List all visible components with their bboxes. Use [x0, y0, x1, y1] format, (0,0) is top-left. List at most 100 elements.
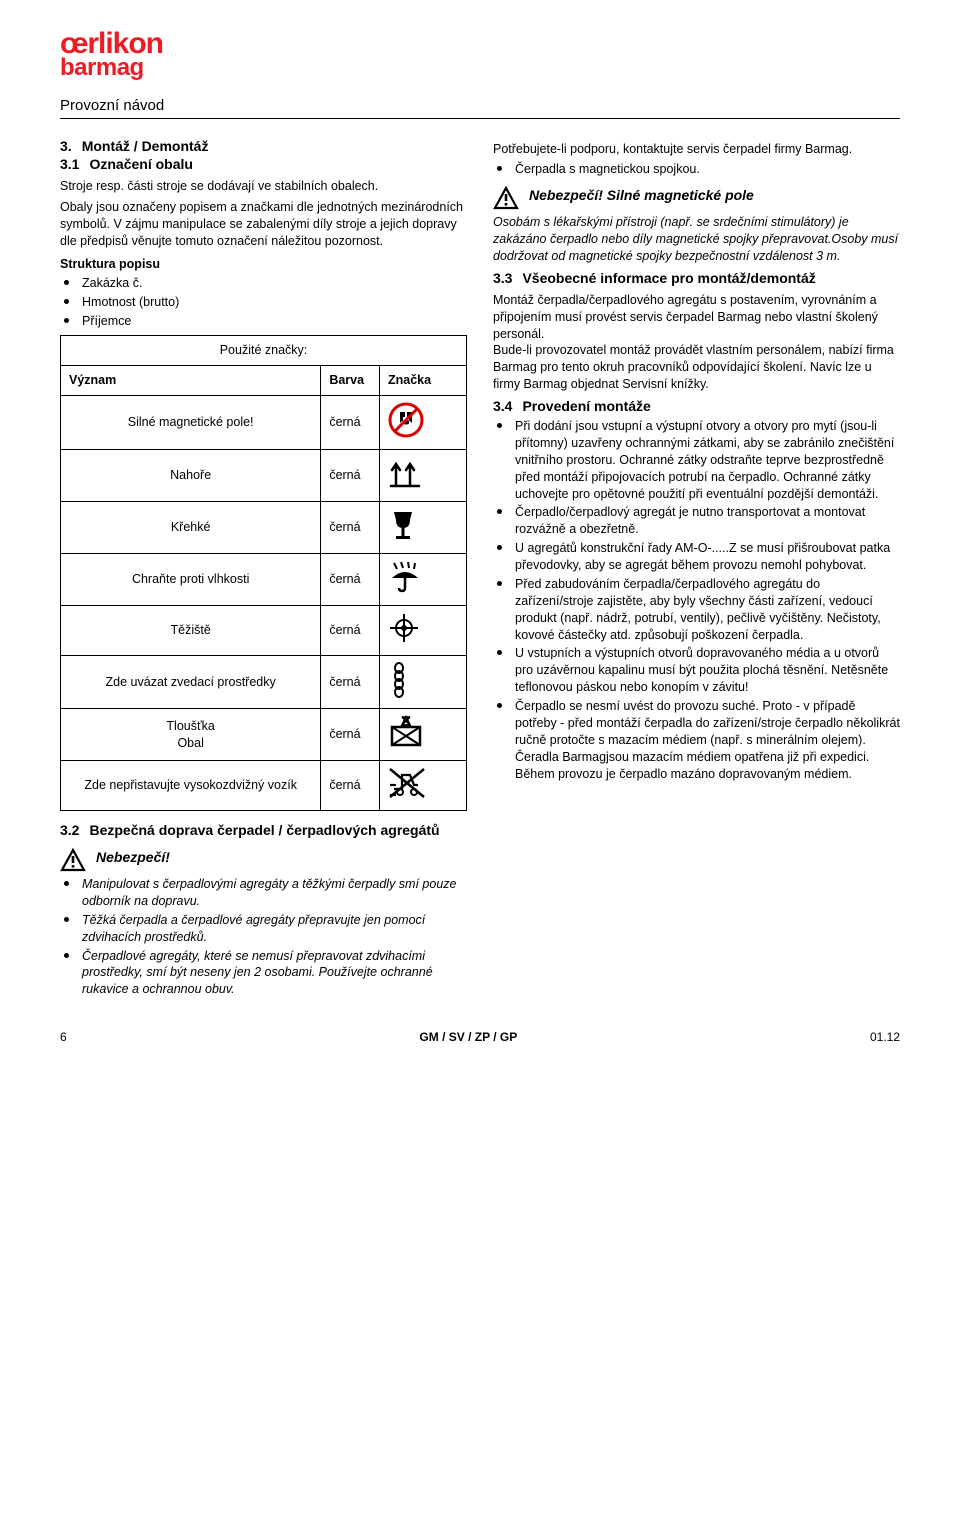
table-row: Zde uvázat zvedací prostředky černá — [61, 655, 467, 709]
cell-meaning: Zde nepřistavujte vysokozdvižný vozík — [61, 761, 321, 811]
danger-row: Nebezpečí! — [60, 848, 467, 872]
section-3-4-title: Provedení montáže — [522, 397, 650, 416]
doc-title: Provozní návod — [60, 97, 900, 114]
cell-icon — [380, 605, 467, 655]
arrows-up-icon — [388, 456, 422, 490]
section-3-2-heading: 3.2 Bezpečná doprava čerpadel / čerpadlo… — [60, 821, 467, 840]
cell-color: černá — [321, 761, 380, 811]
cell-icon — [380, 761, 467, 811]
s3-4-list: Při dodání jsou vstupní a výstupní otvor… — [493, 418, 900, 782]
list-item: Manipulovat s čerpadlovými agregáty a tě… — [60, 876, 467, 910]
fragile-glass-icon — [388, 508, 418, 542]
table-caption: Použité značky: — [61, 336, 467, 366]
table-row: Nahoře černá — [61, 450, 467, 502]
footer-code: GM / SV / ZP / GP — [419, 1030, 517, 1044]
section-3-1-title: Označení obalu — [89, 155, 192, 174]
table-header: Význam — [61, 366, 321, 396]
footer-page: 6 — [60, 1030, 67, 1044]
cell-meaning: Nahoře — [61, 450, 321, 502]
cell-color: černá — [321, 605, 380, 655]
danger2-text: Osobám s lékařskými přístroji (např. se … — [493, 214, 900, 265]
table-row: Těžiště černá — [61, 605, 467, 655]
list-item: Hmotnost (brutto) — [60, 294, 467, 311]
danger-list: Manipulovat s čerpadlovými agregáty a tě… — [60, 876, 467, 998]
cell-meaning: Tloušťka Obal — [61, 709, 321, 761]
cell-icon — [380, 501, 467, 553]
section-3-3-heading: 3.3 Všeobecné informace pro montáž/demon… — [493, 269, 900, 288]
cell-color: černá — [321, 655, 380, 709]
danger2-row: Nebezpečí! Silné magnetické pole — [493, 186, 900, 210]
list-item: Těžká čerpadla a čerpadlové agregáty pře… — [60, 912, 467, 946]
section-3-1-num: 3.1 — [60, 155, 79, 174]
footer: 6 GM / SV / ZP / GP 01.12 — [60, 1030, 900, 1044]
brand-line2: barmag — [60, 57, 900, 79]
section-3-3-title: Všeobecné informace pro montáž/demontáž — [522, 269, 815, 288]
cell-color: černá — [321, 396, 380, 450]
list-item: Čerpadlové agregáty, které se nemusí pře… — [60, 948, 467, 999]
page: œrlikon barmag Provozní návod 3. Montáž … — [0, 0, 960, 1064]
para-1: Stroje resp. části stroje se dodávají ve… — [60, 178, 467, 195]
s3-3-text: Montáž čerpadla/čerpadlového agregátu s … — [493, 292, 900, 393]
magnet-prohibited-icon — [388, 402, 424, 438]
section-3-heading: 3. Montáž / Demontáž — [60, 137, 467, 156]
table-row: Silné magnetické pole! černá — [61, 396, 467, 450]
cell-icon — [380, 655, 467, 709]
chain-sling-icon — [388, 662, 410, 698]
list-item: Příjemce — [60, 313, 467, 330]
list-item: U agregátů konstrukční řady AM-O-.....Z … — [493, 540, 900, 574]
divider — [60, 118, 900, 119]
cell-color: černá — [321, 450, 380, 502]
cell-color: černá — [321, 501, 380, 553]
cell-meaning: Křehké — [61, 501, 321, 553]
brand-logo: œrlikon barmag — [60, 30, 900, 79]
list-item: Zakázka č. — [60, 275, 467, 292]
table-header: Značka — [380, 366, 467, 396]
crate-no-hook-icon — [388, 715, 424, 749]
content-columns: 3. Montáž / Demontáž 3.1 Označení obalu … — [60, 137, 900, 1003]
column-right: Potřebujete-li podporu, kontaktujte serv… — [493, 137, 900, 1003]
cell-icon — [380, 709, 467, 761]
center-of-gravity-icon — [388, 612, 420, 644]
no-forklift-icon — [388, 767, 426, 799]
list-item: Čerpadlo se nesmí uvést do provozu suché… — [493, 698, 900, 782]
footer-date: 01.12 — [870, 1030, 900, 1044]
cell-color: černá — [321, 709, 380, 761]
section-3-2-num: 3.2 — [60, 821, 79, 840]
cell-color: černá — [321, 553, 380, 605]
mag-list: Čerpadla s magnetickou spojkou. — [493, 161, 900, 178]
structure-title: Struktura popisu — [60, 256, 467, 273]
section-3-4-num: 3.4 — [493, 397, 512, 416]
danger2-label: Nebezpečí! Silné magnetické pole — [529, 186, 754, 205]
cell-icon — [380, 396, 467, 450]
warning-triangle-icon — [493, 186, 519, 210]
structure-list: Zakázka č. Hmotnost (brutto) Příjemce — [60, 275, 467, 330]
cell-meaning: Těžiště — [61, 605, 321, 655]
warning-triangle-icon — [60, 848, 86, 872]
para-2: Obaly jsou označeny popisem a značkami d… — [60, 199, 467, 250]
umbrella-rain-icon — [388, 560, 422, 594]
section-3-1-heading: 3.1 Označení obalu — [60, 155, 467, 174]
cell-meaning: Silné magnetické pole! — [61, 396, 321, 450]
cell-meaning: Zde uvázat zvedací prostředky — [61, 655, 321, 709]
list-item: Před zabudováním čerpadla/čerpadlového a… — [493, 576, 900, 644]
cell-meaning: Chraňte proti vlhkosti — [61, 553, 321, 605]
cell-icon — [380, 450, 467, 502]
section-3-4-heading: 3.4 Provedení montáže — [493, 397, 900, 416]
list-item: Při dodání jsou vstupní a výstupní otvor… — [493, 418, 900, 502]
section-3-2-title: Bezpečná doprava čerpadel / čerpadlových… — [89, 821, 439, 840]
support-line: Potřebujete-li podporu, kontaktujte serv… — [493, 141, 900, 158]
column-left: 3. Montáž / Demontáž 3.1 Označení obalu … — [60, 137, 467, 1003]
section-3-num: 3. — [60, 137, 72, 156]
section-3-3-num: 3.3 — [493, 269, 512, 288]
table-row: Křehké černá — [61, 501, 467, 553]
table-row: Tloušťka Obal černá — [61, 709, 467, 761]
list-item: Čerpadla s magnetickou spojkou. — [493, 161, 900, 178]
table-row: Chraňte proti vlhkosti černá — [61, 553, 467, 605]
cell-icon — [380, 553, 467, 605]
section-3-title: Montáž / Demontáž — [82, 137, 209, 156]
table-row: Zde nepřistavujte vysokozdvižný vozík če… — [61, 761, 467, 811]
table-header: Barva — [321, 366, 380, 396]
danger-label: Nebezpečí! — [96, 848, 170, 867]
marks-table: Použité značky: Význam Barva Značka Siln… — [60, 335, 467, 811]
list-item: Čerpadlo/čerpadlový agregát je nutno tra… — [493, 504, 900, 538]
